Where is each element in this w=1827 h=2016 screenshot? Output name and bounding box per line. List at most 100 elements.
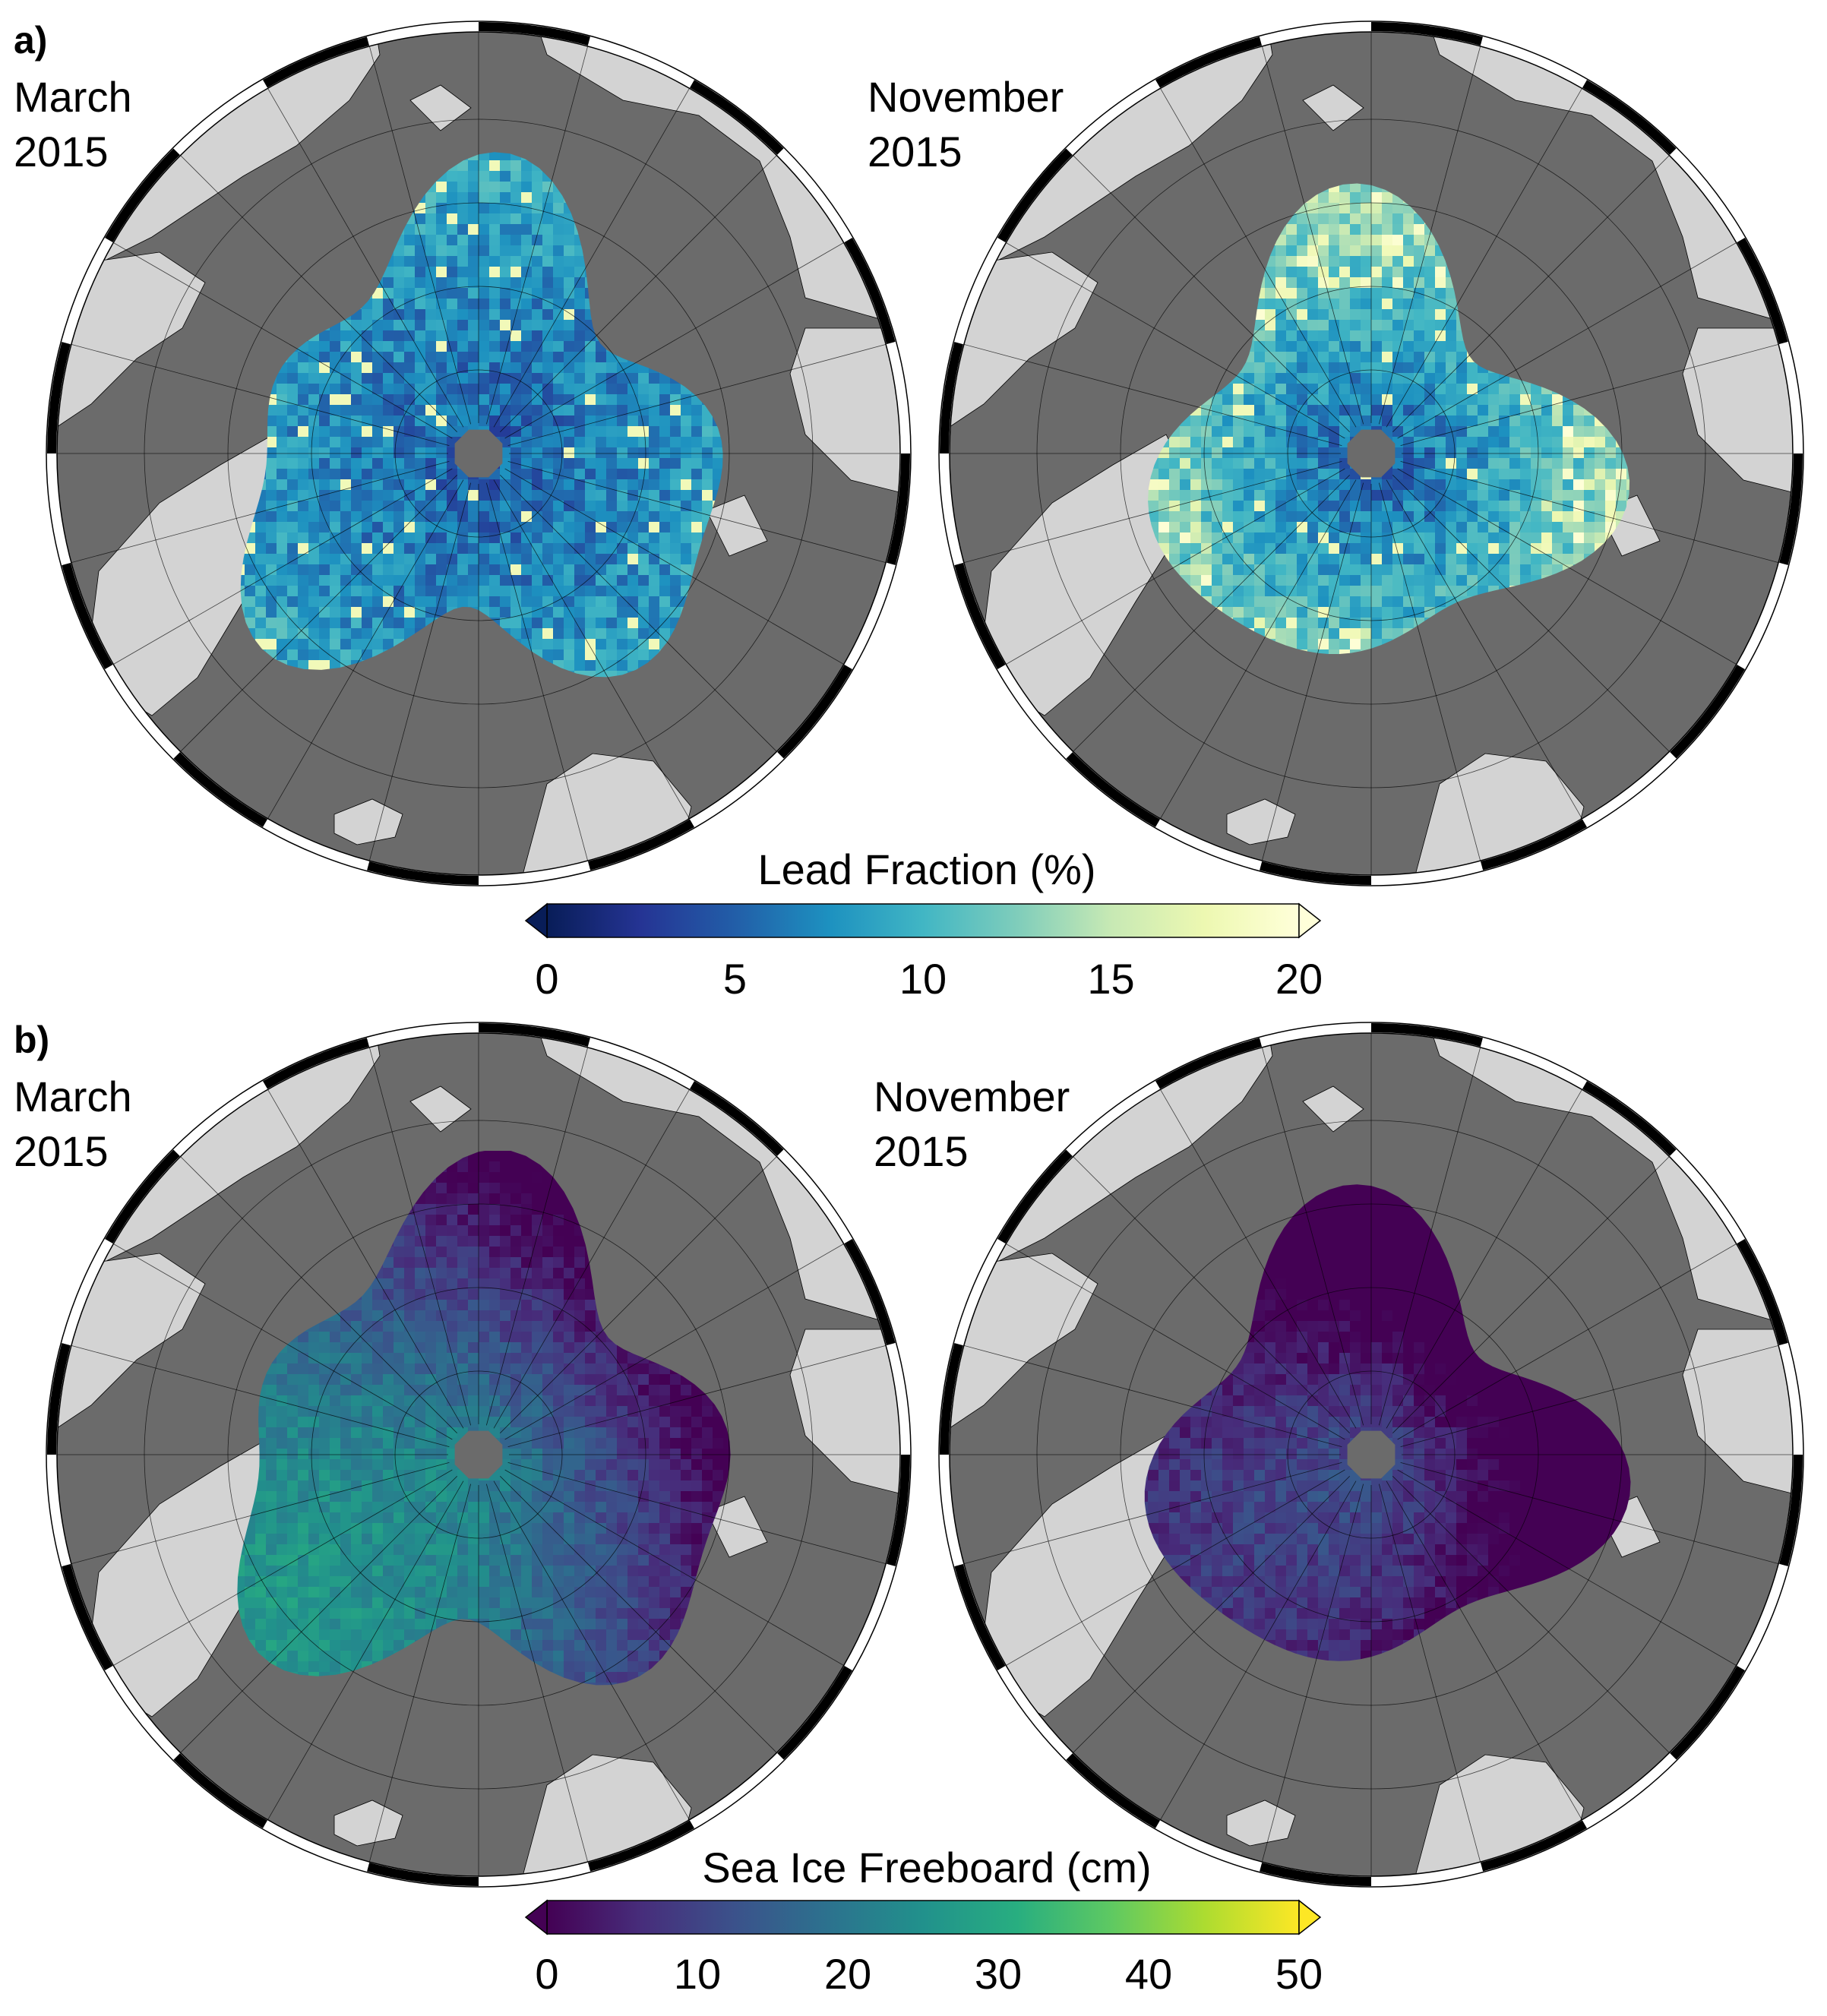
colorbar-tick-label: 10 <box>673 1950 722 1998</box>
frame-segment <box>366 1863 479 1886</box>
frame-segment <box>366 861 479 885</box>
frame-segment <box>105 148 180 243</box>
frame-segment <box>1737 1239 1788 1346</box>
frame-segment <box>887 1454 910 1567</box>
colorbar-gradient <box>546 1900 1300 1935</box>
map-title-a-march: March 2015 <box>14 73 132 175</box>
colorbar-tick-label: 20 <box>1275 955 1323 1003</box>
frame-segment <box>1370 861 1484 885</box>
frame-segment <box>1259 1023 1372 1047</box>
panel-label-a: a) <box>14 19 48 62</box>
land-8 <box>706 1496 768 1558</box>
map-a-march <box>46 21 912 886</box>
frame-segment <box>263 1038 370 1089</box>
map-b-march <box>46 1022 912 1888</box>
colorbar-lead <box>524 902 1322 939</box>
frame-segment <box>954 1239 1006 1346</box>
frame-segment <box>47 341 71 454</box>
colorbar-tick-label: 5 <box>722 955 748 1003</box>
frame-segment <box>1779 453 1803 566</box>
map-b-november <box>938 1022 1804 1888</box>
frame-segment <box>263 819 370 871</box>
frame-segment <box>1779 341 1803 454</box>
frame-segment <box>940 341 963 454</box>
colorbar-title-lead: Lead Fraction (%) <box>757 845 1096 893</box>
frame-segment <box>844 238 896 345</box>
frame-segment <box>1370 1863 1484 1886</box>
frame-segment <box>478 1863 591 1886</box>
frame-segment <box>1480 1820 1587 1872</box>
frame-segment <box>1259 861 1372 885</box>
frame-segment <box>47 1454 71 1567</box>
colorbar-gradient <box>546 903 1300 938</box>
frame-segment <box>997 1149 1073 1244</box>
frame-segment <box>1779 1454 1803 1567</box>
frame-segment <box>954 562 1006 669</box>
frame-segment <box>887 453 910 566</box>
pole-hole <box>454 1430 503 1479</box>
colorbar-max-arrow <box>1298 902 1322 939</box>
frame-segment <box>587 1038 694 1089</box>
frame-segment <box>689 752 784 827</box>
frame-segment <box>62 1563 113 1670</box>
frame-segment <box>940 453 963 566</box>
frame-segment <box>844 562 896 669</box>
frame-segment <box>1259 1863 1372 1886</box>
frame-segment <box>1480 819 1587 871</box>
frame-segment <box>940 1454 963 1567</box>
frame-segment <box>62 562 113 669</box>
colorbar-min-arrow <box>524 902 548 939</box>
pole-hole <box>1347 1430 1396 1479</box>
pole-hole <box>1347 429 1396 478</box>
frame-segment <box>689 1753 784 1828</box>
map-a-november <box>938 21 1804 886</box>
frame-segment <box>1370 22 1484 46</box>
frame-segment <box>1066 752 1161 827</box>
frame-segment <box>1155 819 1263 871</box>
land-6 <box>333 1800 403 1847</box>
frame-segment <box>1370 1023 1484 1047</box>
frame-segment <box>1155 1038 1263 1089</box>
frame-segment <box>1480 1038 1587 1089</box>
frame-segment <box>1155 36 1263 88</box>
panel-label-b: b) <box>14 1019 50 1061</box>
frame-segment <box>263 1820 370 1872</box>
frame-segment <box>777 1665 852 1760</box>
colorbar-tick-label: 40 <box>1124 1950 1173 1998</box>
frame-segment <box>366 1023 479 1047</box>
frame-segment <box>62 238 113 345</box>
frame-segment <box>105 1149 180 1244</box>
colorbar-tick-label: 50 <box>1275 1950 1323 1998</box>
land-7 <box>1302 1085 1364 1133</box>
frame-segment <box>689 80 784 155</box>
land-6 <box>1226 798 1296 845</box>
colorbar-min-arrow <box>524 1899 548 1935</box>
frame-segment <box>844 1563 896 1670</box>
land-7 <box>1302 84 1364 131</box>
frame-segment <box>587 819 694 871</box>
frame-segment <box>689 1081 784 1156</box>
frame-segment <box>887 341 910 454</box>
frame-segment <box>997 1665 1073 1760</box>
frame-segment <box>1066 1081 1161 1156</box>
frame-segment <box>1480 36 1587 88</box>
colorbar-title-freeboard: Sea Ice Freeboard (cm) <box>702 1844 1152 1891</box>
frame-segment <box>954 1563 1006 1670</box>
frame-segment <box>1582 1753 1677 1828</box>
map-title-b-march: March 2015 <box>14 1073 132 1175</box>
frame-segment <box>587 36 694 88</box>
colorbar-freeboard <box>524 1899 1322 1935</box>
frame-segment <box>777 1149 852 1244</box>
land-8 <box>706 495 768 557</box>
frame-segment <box>1582 752 1677 827</box>
frame-segment <box>105 1665 180 1760</box>
frame-segment <box>1779 1342 1803 1455</box>
frame-segment <box>478 22 591 46</box>
land-7 <box>409 84 472 131</box>
frame-segment <box>1066 1753 1161 1828</box>
colorbar-tick-label: 0 <box>535 1950 559 1998</box>
colorbar-tick-label: 15 <box>1087 955 1135 1003</box>
frame-segment <box>366 22 479 46</box>
frame-segment <box>173 1753 268 1828</box>
frame-segment <box>62 1239 113 1346</box>
